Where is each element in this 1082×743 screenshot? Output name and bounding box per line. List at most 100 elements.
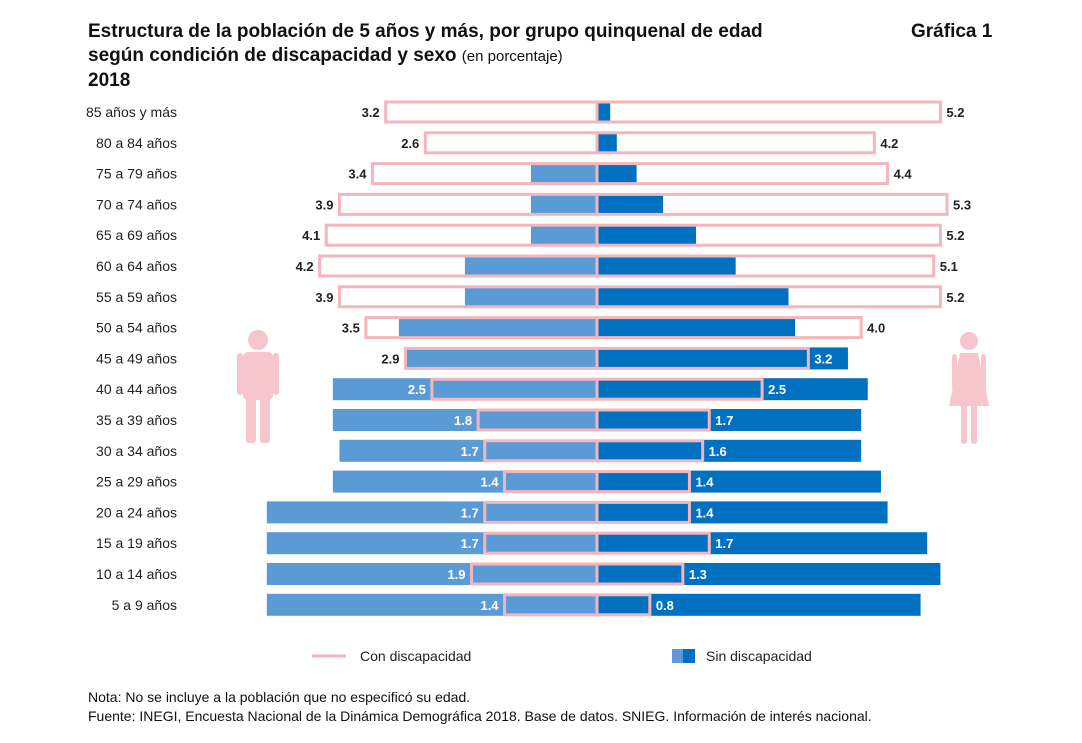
category-label: 10 a 14 años: [96, 566, 177, 582]
bar-con-discapacidad-mujeres: [595, 377, 764, 401]
category-label: 85 años y más: [86, 104, 177, 120]
category-label: 30 a 34 años: [96, 443, 177, 459]
category-label: 65 a 69 años: [96, 227, 177, 243]
category-label: 25 a 29 años: [96, 474, 177, 490]
bar-con-discapacidad-mujeres: [595, 439, 705, 463]
footer-note: Nota: No se incluye a la población que n…: [88, 689, 471, 705]
data-label-hombres: 1.8: [454, 413, 472, 428]
bar-con-discapacidad-mujeres: [595, 346, 810, 370]
bar-sin-discapacidad-hombres: [339, 439, 597, 462]
category-label: 45 a 49 años: [96, 350, 177, 366]
data-label-mujeres: 1.4: [695, 475, 714, 490]
data-label-mujeres: 5.2: [946, 290, 964, 305]
bar-sin-discapacidad-hombres: [405, 347, 597, 370]
data-label-hombres: 3.4: [348, 167, 367, 182]
category-label: 80 a 84 años: [96, 135, 177, 151]
bar-sin-discapacidad-hombres: [530, 193, 597, 216]
bar-con-discapacidad-mujeres: [595, 223, 942, 247]
data-label-mujeres: 5.1: [940, 259, 958, 274]
bar-sin-discapacidad-hombres: [266, 563, 597, 585]
chart-title-line-1: Estructura de la población de 5 años y m…: [88, 21, 763, 42]
population-pyramid-chart: 85 años y más 80 a 84 años 75 a 79 años 70 …: [86, 100, 989, 664]
bar-con-discapacidad-mujeres: [595, 500, 691, 524]
category-label: 35 a 39 años: [96, 412, 177, 428]
data-label-hombres: 1.4: [480, 598, 499, 613]
data-label-mujeres: 1.3: [689, 567, 707, 582]
woman-icon-arm-right: [981, 354, 986, 390]
chart-title-line-2: según condición de discapacidad y sexo (…: [88, 44, 868, 69]
legend: Con discapacidad Sin discapacidad: [312, 648, 812, 664]
data-label-mujeres: 5.3: [953, 197, 971, 212]
bar-sin-discapacidad-hombres: [530, 224, 597, 247]
con-discapacidad-layer: [318, 100, 949, 617]
data-label-hombres: 4.1: [302, 228, 320, 243]
footer-source: Fuente: INEGI, Encuesta Nacional de la D…: [88, 708, 872, 724]
data-label-hombres: 3.2: [362, 105, 380, 120]
man-icon-leg-left: [246, 396, 256, 443]
data-label-mujeres: 1.7: [715, 413, 733, 428]
data-label-mujeres: 4.2: [880, 136, 898, 151]
bar-con-discapacidad-mujeres: [595, 593, 652, 617]
data-label-hombres: 2.9: [381, 351, 399, 366]
legend-sin-discapacidad-swatch-mujeres: [683, 649, 695, 663]
bar-sin-discapacidad-mujeres: [597, 101, 611, 123]
data-label-hombres: 4.2: [296, 259, 314, 274]
bar-con-discapacidad-hombres: [423, 131, 599, 155]
bar-sin-discapacidad-hombres: [266, 501, 597, 524]
bar-sin-discapacidad-hombres: [332, 378, 597, 401]
man-icon-head: [248, 330, 268, 350]
bar-sin-discapacidad-mujeres: [597, 347, 848, 370]
woman-icon-leg-left: [961, 404, 967, 444]
bar-sin-discapacidad-hombres: [398, 316, 597, 339]
data-label-mujeres: 5.2: [946, 228, 964, 243]
bar-sin-discapacidad-mujeres: [597, 131, 617, 154]
bar-sin-discapacidad-mujeres: [597, 563, 941, 585]
data-label-mujeres: 5.2: [946, 105, 964, 120]
bar-sin-discapacidad-hombres: [266, 593, 597, 616]
category-label: 60 a 64 años: [96, 258, 177, 274]
man-icon-torso: [243, 352, 273, 400]
bar-sin-discapacidad-hombres: [464, 285, 597, 308]
woman-icon-arm-left: [952, 354, 957, 390]
legend-con-discapacidad-label: Con discapacidad: [360, 648, 471, 664]
woman-icon: [949, 332, 989, 444]
bar-con-discapacidad-mujeres: [595, 562, 685, 586]
data-label-mujeres: 1.7: [715, 536, 733, 551]
category-label: 55 a 59 años: [96, 289, 177, 305]
bar-con-discapacidad-mujeres: [595, 316, 863, 340]
category-label: 20 a 24 años: [96, 504, 177, 520]
data-label-mujeres: 4.4: [894, 167, 913, 182]
bar-sin-discapacidad-mujeres: [597, 593, 921, 616]
sin-discapacidad-layer: [266, 101, 941, 616]
chart-year: 2018: [88, 70, 131, 91]
bar-con-discapacidad-mujeres: [595, 531, 711, 555]
data-label-mujeres: 2.5: [768, 382, 786, 397]
legend-sin-discapacidad-swatch-hombres: [672, 649, 683, 663]
bar-sin-discapacidad-mujeres: [597, 409, 862, 431]
bar-con-discapacidad-mujeres: [595, 470, 691, 494]
chart-title-text: según condición de discapacidad y sexo: [88, 45, 457, 66]
category-label: 70 a 74 años: [96, 196, 177, 212]
bar-con-discapacidad-mujeres: [595, 131, 876, 155]
legend-sin-discapacidad-label: Sin discapacidad: [706, 648, 812, 664]
bar-sin-discapacidad-mujeres: [597, 193, 664, 216]
chart-unit-label: (en porcentaje): [461, 48, 563, 65]
data-label-hombres: 3.9: [315, 290, 333, 305]
category-label: 40 a 44 años: [96, 381, 177, 397]
bar-con-discapacidad-mujeres: [595, 192, 949, 216]
data-label-hombres: 2.6: [401, 136, 419, 151]
bar-sin-discapacidad-mujeres: [597, 470, 881, 493]
data-label-hombres: 3.9: [315, 197, 333, 212]
data-label-hombres: 1.9: [447, 567, 465, 582]
data-labels: 3.2 5.2 2.6 4.2 3.4 4.4 3.9 5.3 4.1 5.2 4.2 5.1 3.9 5…: [296, 105, 972, 613]
chart-title-block: Estructura de la población de 5 años y m…: [88, 20, 868, 93]
bar-sin-discapacidad-mujeres: [597, 162, 637, 185]
data-label-mujeres: 4.0: [867, 321, 885, 336]
data-label-hombres: 1.4: [480, 475, 499, 490]
bar-con-discapacidad-mujeres: [595, 408, 711, 432]
data-label-hombres: 2.5: [408, 382, 426, 397]
bar-sin-discapacidad-mujeres: [597, 439, 862, 462]
data-label-mujeres: 1.6: [709, 444, 727, 459]
bar-sin-discapacidad-mujeres: [597, 255, 736, 277]
category-label: 15 a 19 años: [96, 535, 177, 551]
